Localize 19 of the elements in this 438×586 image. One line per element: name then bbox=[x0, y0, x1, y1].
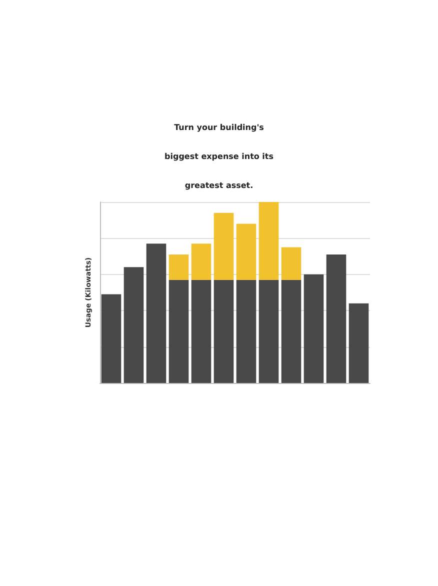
bar bbox=[236, 280, 256, 383]
bar bbox=[214, 212, 234, 280]
bar bbox=[326, 254, 346, 383]
chart-title: Turn your building's biggest expense into its greatest asset. bbox=[164, 123, 274, 190]
bar bbox=[168, 280, 189, 383]
bar bbox=[168, 254, 189, 280]
bar bbox=[348, 303, 369, 383]
bar bbox=[146, 244, 166, 383]
bar bbox=[281, 247, 302, 280]
bar bbox=[191, 244, 212, 280]
bar bbox=[258, 280, 279, 383]
bar bbox=[304, 274, 324, 383]
bar bbox=[124, 267, 144, 383]
bar bbox=[191, 280, 212, 383]
bar bbox=[281, 280, 302, 383]
bar bbox=[258, 202, 279, 280]
bar bbox=[236, 224, 256, 280]
bar bbox=[101, 294, 122, 383]
bar bbox=[214, 280, 234, 383]
